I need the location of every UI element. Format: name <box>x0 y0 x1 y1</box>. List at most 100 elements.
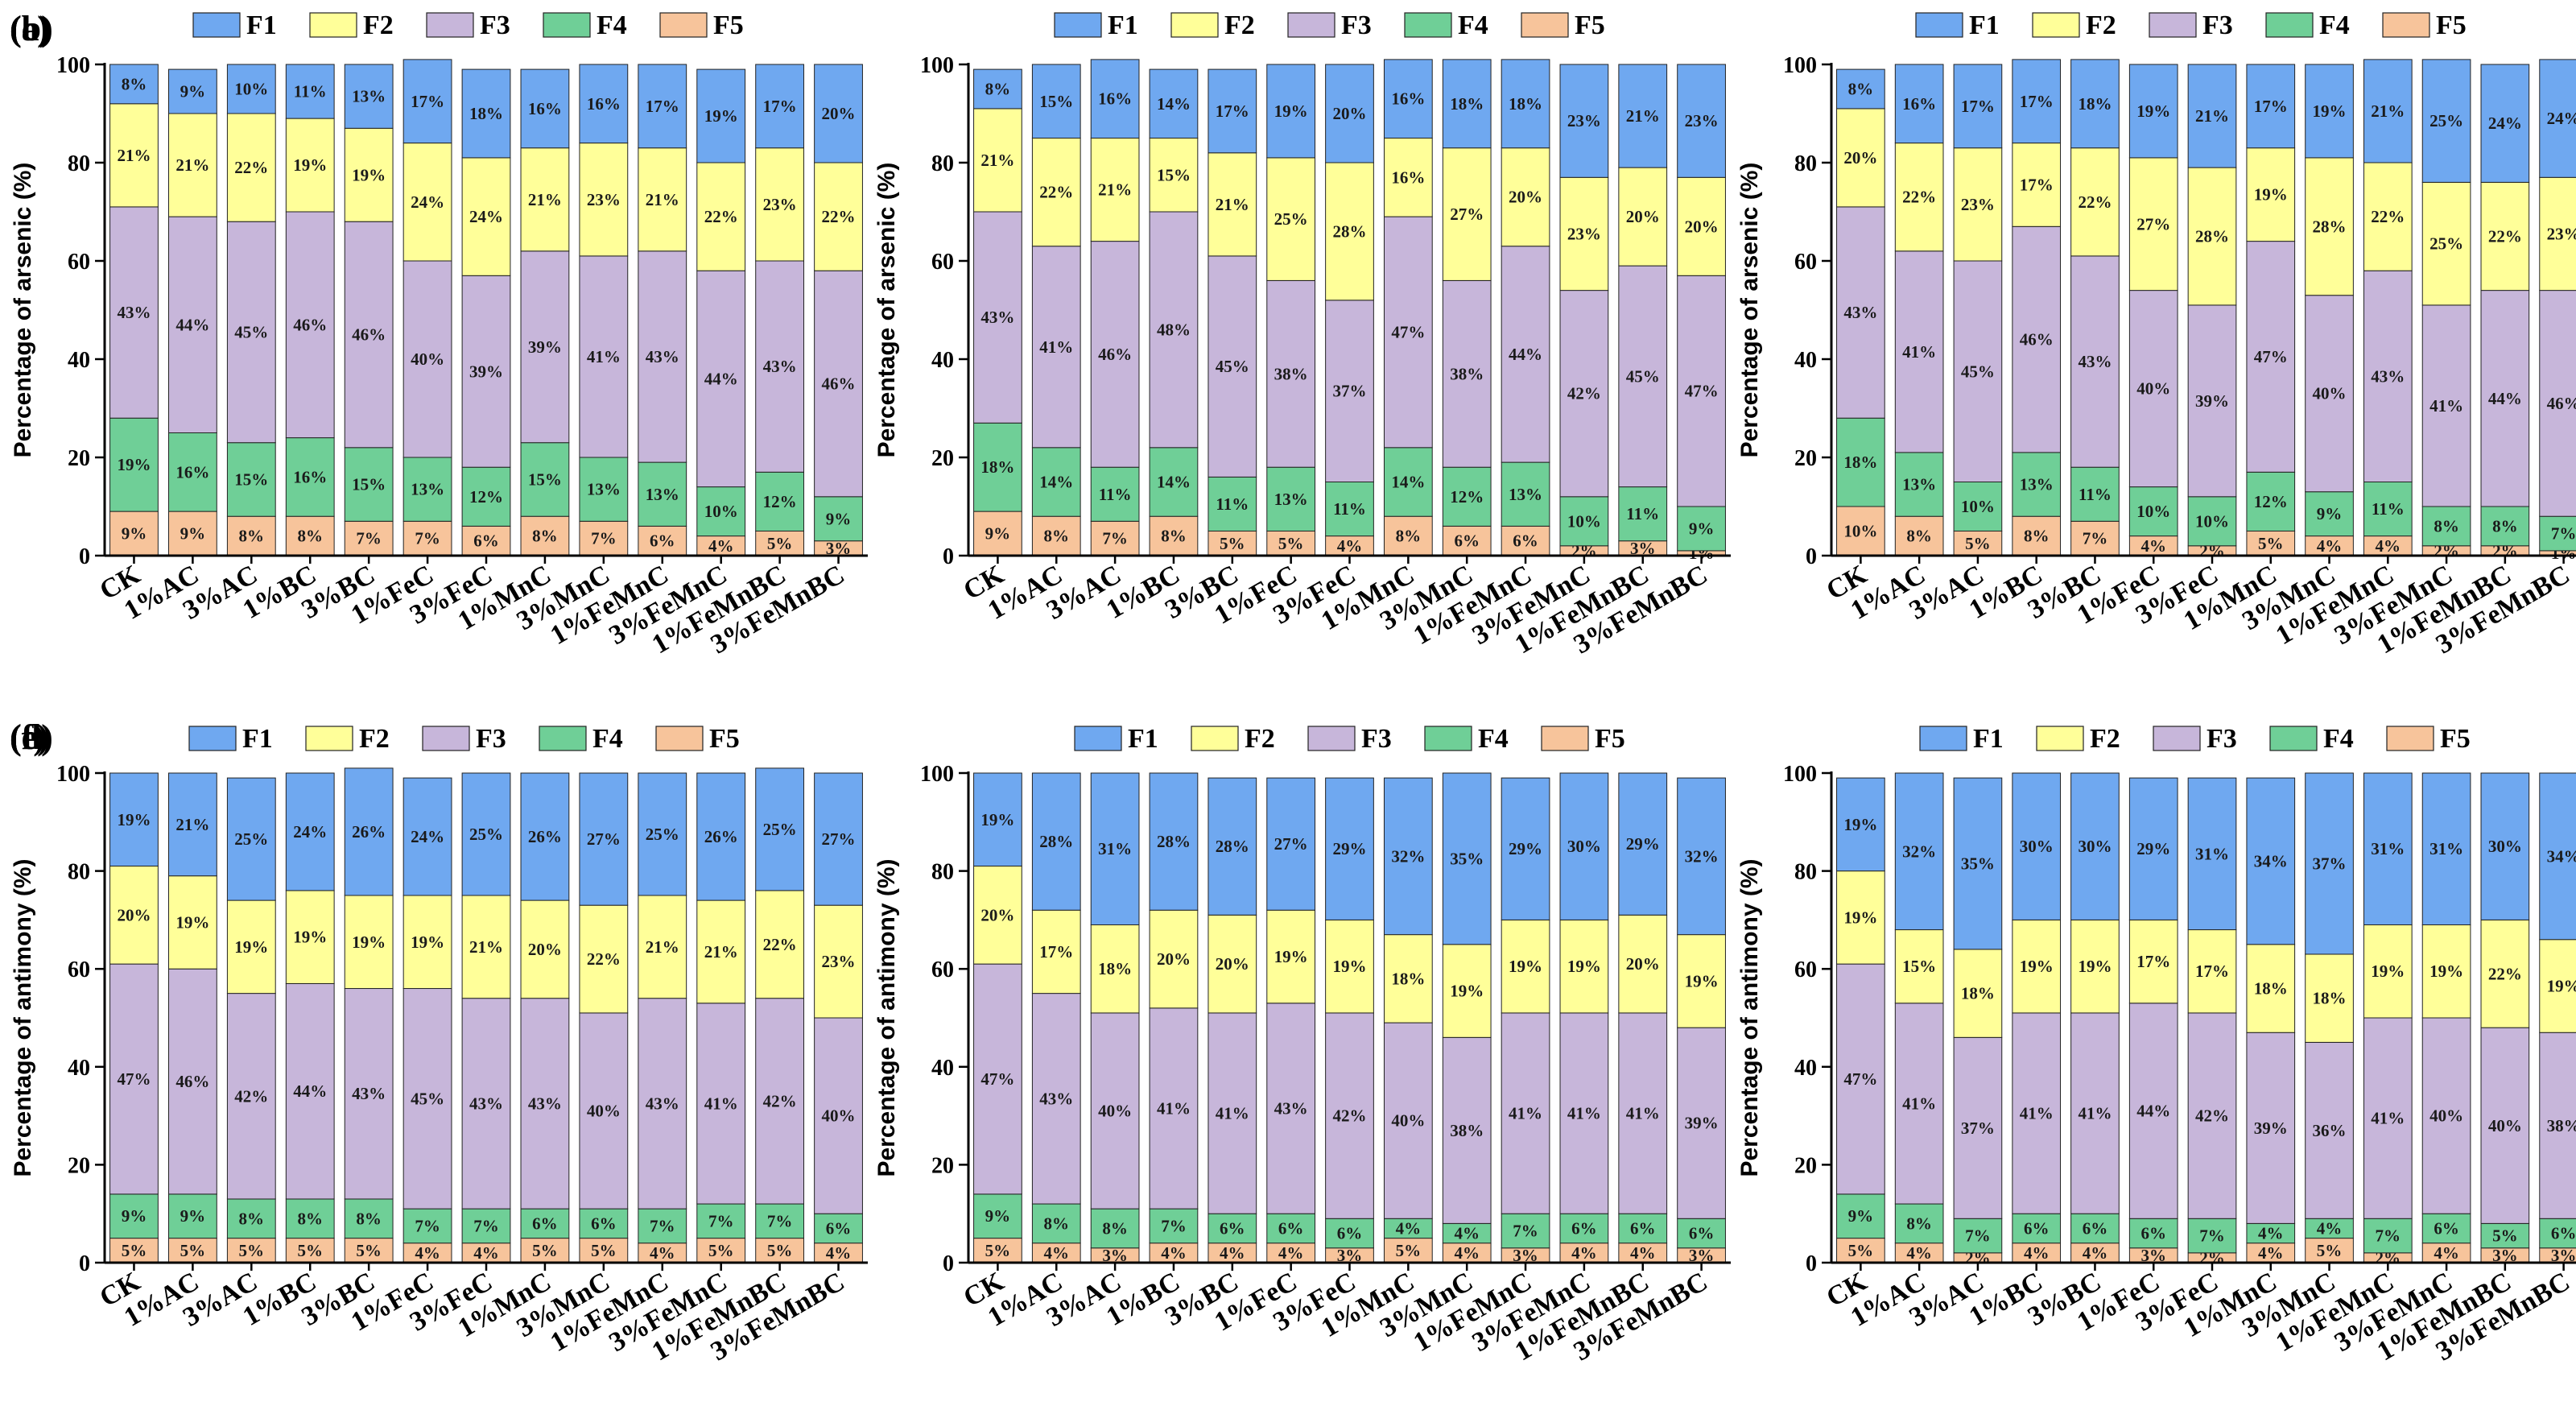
data-label-f5: 4% <box>415 1243 440 1263</box>
data-label-f4: 12% <box>1450 487 1484 507</box>
data-label-f4: 18% <box>1843 453 1877 472</box>
data-label-f1: 14% <box>1157 94 1191 114</box>
bar-segment-f5 <box>285 515 335 556</box>
legend-swatch-f3 <box>1307 726 1356 751</box>
bar-segment-f4 <box>285 1198 335 1239</box>
data-label-f4: 7% <box>767 1211 793 1230</box>
bar-segment-f1 <box>2128 64 2178 159</box>
bar-segment-f1 <box>696 68 746 163</box>
data-label-f1: 11% <box>294 82 327 101</box>
bar-segment-f1 <box>109 772 159 867</box>
data-label-f2: 21% <box>469 937 503 957</box>
data-label-f5: 4% <box>2083 1243 2108 1263</box>
bar-segment-f2 <box>1442 147 1492 281</box>
bar-segment-f2 <box>2363 162 2413 271</box>
data-label-f5: 4% <box>1044 1243 1070 1263</box>
bar-segment-f1 <box>285 64 335 119</box>
y-tick-label: 0 <box>79 1251 90 1276</box>
bar-segment-f1 <box>2363 772 2413 925</box>
data-label-f2: 21% <box>646 190 679 209</box>
bar-segment-f1 <box>109 64 159 105</box>
data-label-f3: 41% <box>1567 1104 1601 1123</box>
data-label-f1: 28% <box>1039 832 1073 851</box>
legend-label-f4: F4 <box>2319 10 2350 40</box>
y-tick-label: 80 <box>1794 151 1817 176</box>
data-label-f4: 8% <box>239 1209 265 1228</box>
bar-segment-f2 <box>226 899 276 995</box>
bar-segment-f1 <box>2128 777 2178 920</box>
bar-segment-f3 <box>814 1017 863 1214</box>
data-label-f2: 28% <box>2195 227 2229 246</box>
bar-segment-f3 <box>696 270 746 488</box>
y-tick-label: 100 <box>920 53 954 78</box>
legend-swatch-f3 <box>1287 12 1335 38</box>
bar-segment-f1 <box>1149 772 1199 911</box>
data-label-f5: 5% <box>532 1241 558 1260</box>
bar-segment-f1 <box>344 767 394 896</box>
bar-segment-f5 <box>755 1238 805 1263</box>
data-label-f4: 7% <box>415 1216 440 1235</box>
legend-label-f3: F3 <box>1341 10 1372 40</box>
bar-segment-f1 <box>1953 777 2003 950</box>
bar-segment-f4 <box>2480 1222 2530 1249</box>
bar-segment-f2 <box>461 895 511 999</box>
bar-segment-f4 <box>344 1198 394 1239</box>
data-label-f3: 40% <box>2429 1106 2463 1126</box>
bar-segment-f2 <box>1953 147 2003 262</box>
y-tick-label: 60 <box>931 957 954 982</box>
bar-segment-f1 <box>696 772 746 901</box>
data-label-f2: 21% <box>117 146 151 165</box>
bar-segment-f1 <box>1325 777 1374 920</box>
data-label-f5: 5% <box>239 1241 265 1260</box>
data-label-f2: 20% <box>980 905 1014 924</box>
bar-segment-f2 <box>2421 181 2471 306</box>
bar-segment-f4 <box>2187 496 2237 547</box>
bar-segment-f3 <box>2363 270 2413 482</box>
data-label-f2: 22% <box>704 207 738 226</box>
legend-label-f3: F3 <box>2207 724 2237 754</box>
legend-swatch-f4 <box>543 12 591 38</box>
data-label-f1: 27% <box>587 829 621 849</box>
data-label-f4: 14% <box>1039 473 1073 492</box>
bar-segment-f3 <box>344 988 394 1200</box>
data-label-f3: 40% <box>587 1102 621 1121</box>
bar-segment-f4 <box>520 1208 570 1239</box>
legend-swatch-f3 <box>426 12 474 38</box>
data-label-f3: 43% <box>469 1094 503 1113</box>
bar-segment-f1 <box>520 772 570 901</box>
data-label-f2: 19% <box>234 937 268 957</box>
data-label-f1: 16% <box>528 99 562 118</box>
data-label-f1: 19% <box>2313 101 2347 121</box>
data-label-f2: 19% <box>1567 957 1601 976</box>
bar-segment-f1 <box>402 777 452 896</box>
data-label-f2: 19% <box>2254 185 2288 205</box>
data-label-f4: 6% <box>2434 1218 2459 1238</box>
bar-segment-f4 <box>2128 1218 2178 1249</box>
bar-segment-f4 <box>1325 1218 1374 1249</box>
data-label-f5: 4% <box>1630 1243 1656 1263</box>
bar-segment-f3 <box>1836 206 1885 419</box>
bar-segment-f5 <box>2012 515 2062 556</box>
legend-swatch-f1 <box>1054 12 1102 38</box>
chart-panel-5: (e) F1 F2 F3 F4 F5 Percentage of antimony (%) 0… <box>10 717 1731 1367</box>
bar-segment-f5 <box>1090 520 1140 556</box>
bar-segment-f1 <box>1894 64 1944 144</box>
bar-segment-f5 <box>814 1243 863 1263</box>
bar-segment-f2 <box>2246 147 2296 242</box>
bar-segment-f1 <box>1031 772 1081 911</box>
data-label-f2: 19% <box>175 912 209 932</box>
y-tick-label: 0 <box>79 544 90 569</box>
bar-segment-f3 <box>2128 1003 2178 1219</box>
legend-label-f2: F2 <box>1245 724 1275 754</box>
bar-segment-f3 <box>1953 1036 2003 1219</box>
data-label-f2: 18% <box>2313 989 2347 1008</box>
bar-segment-f4 <box>2246 471 2296 531</box>
bar-segment-f2 <box>1501 919 1550 1014</box>
data-label-f5: 4% <box>650 1243 675 1263</box>
legend-swatch-f4 <box>539 726 587 751</box>
data-label-f3: 39% <box>469 362 503 381</box>
data-label-f3: 46% <box>1098 345 1132 364</box>
data-label-f2: 19% <box>293 155 327 175</box>
data-label-f3: 47% <box>980 1069 1014 1089</box>
bar-segment-f4 <box>402 1208 452 1244</box>
